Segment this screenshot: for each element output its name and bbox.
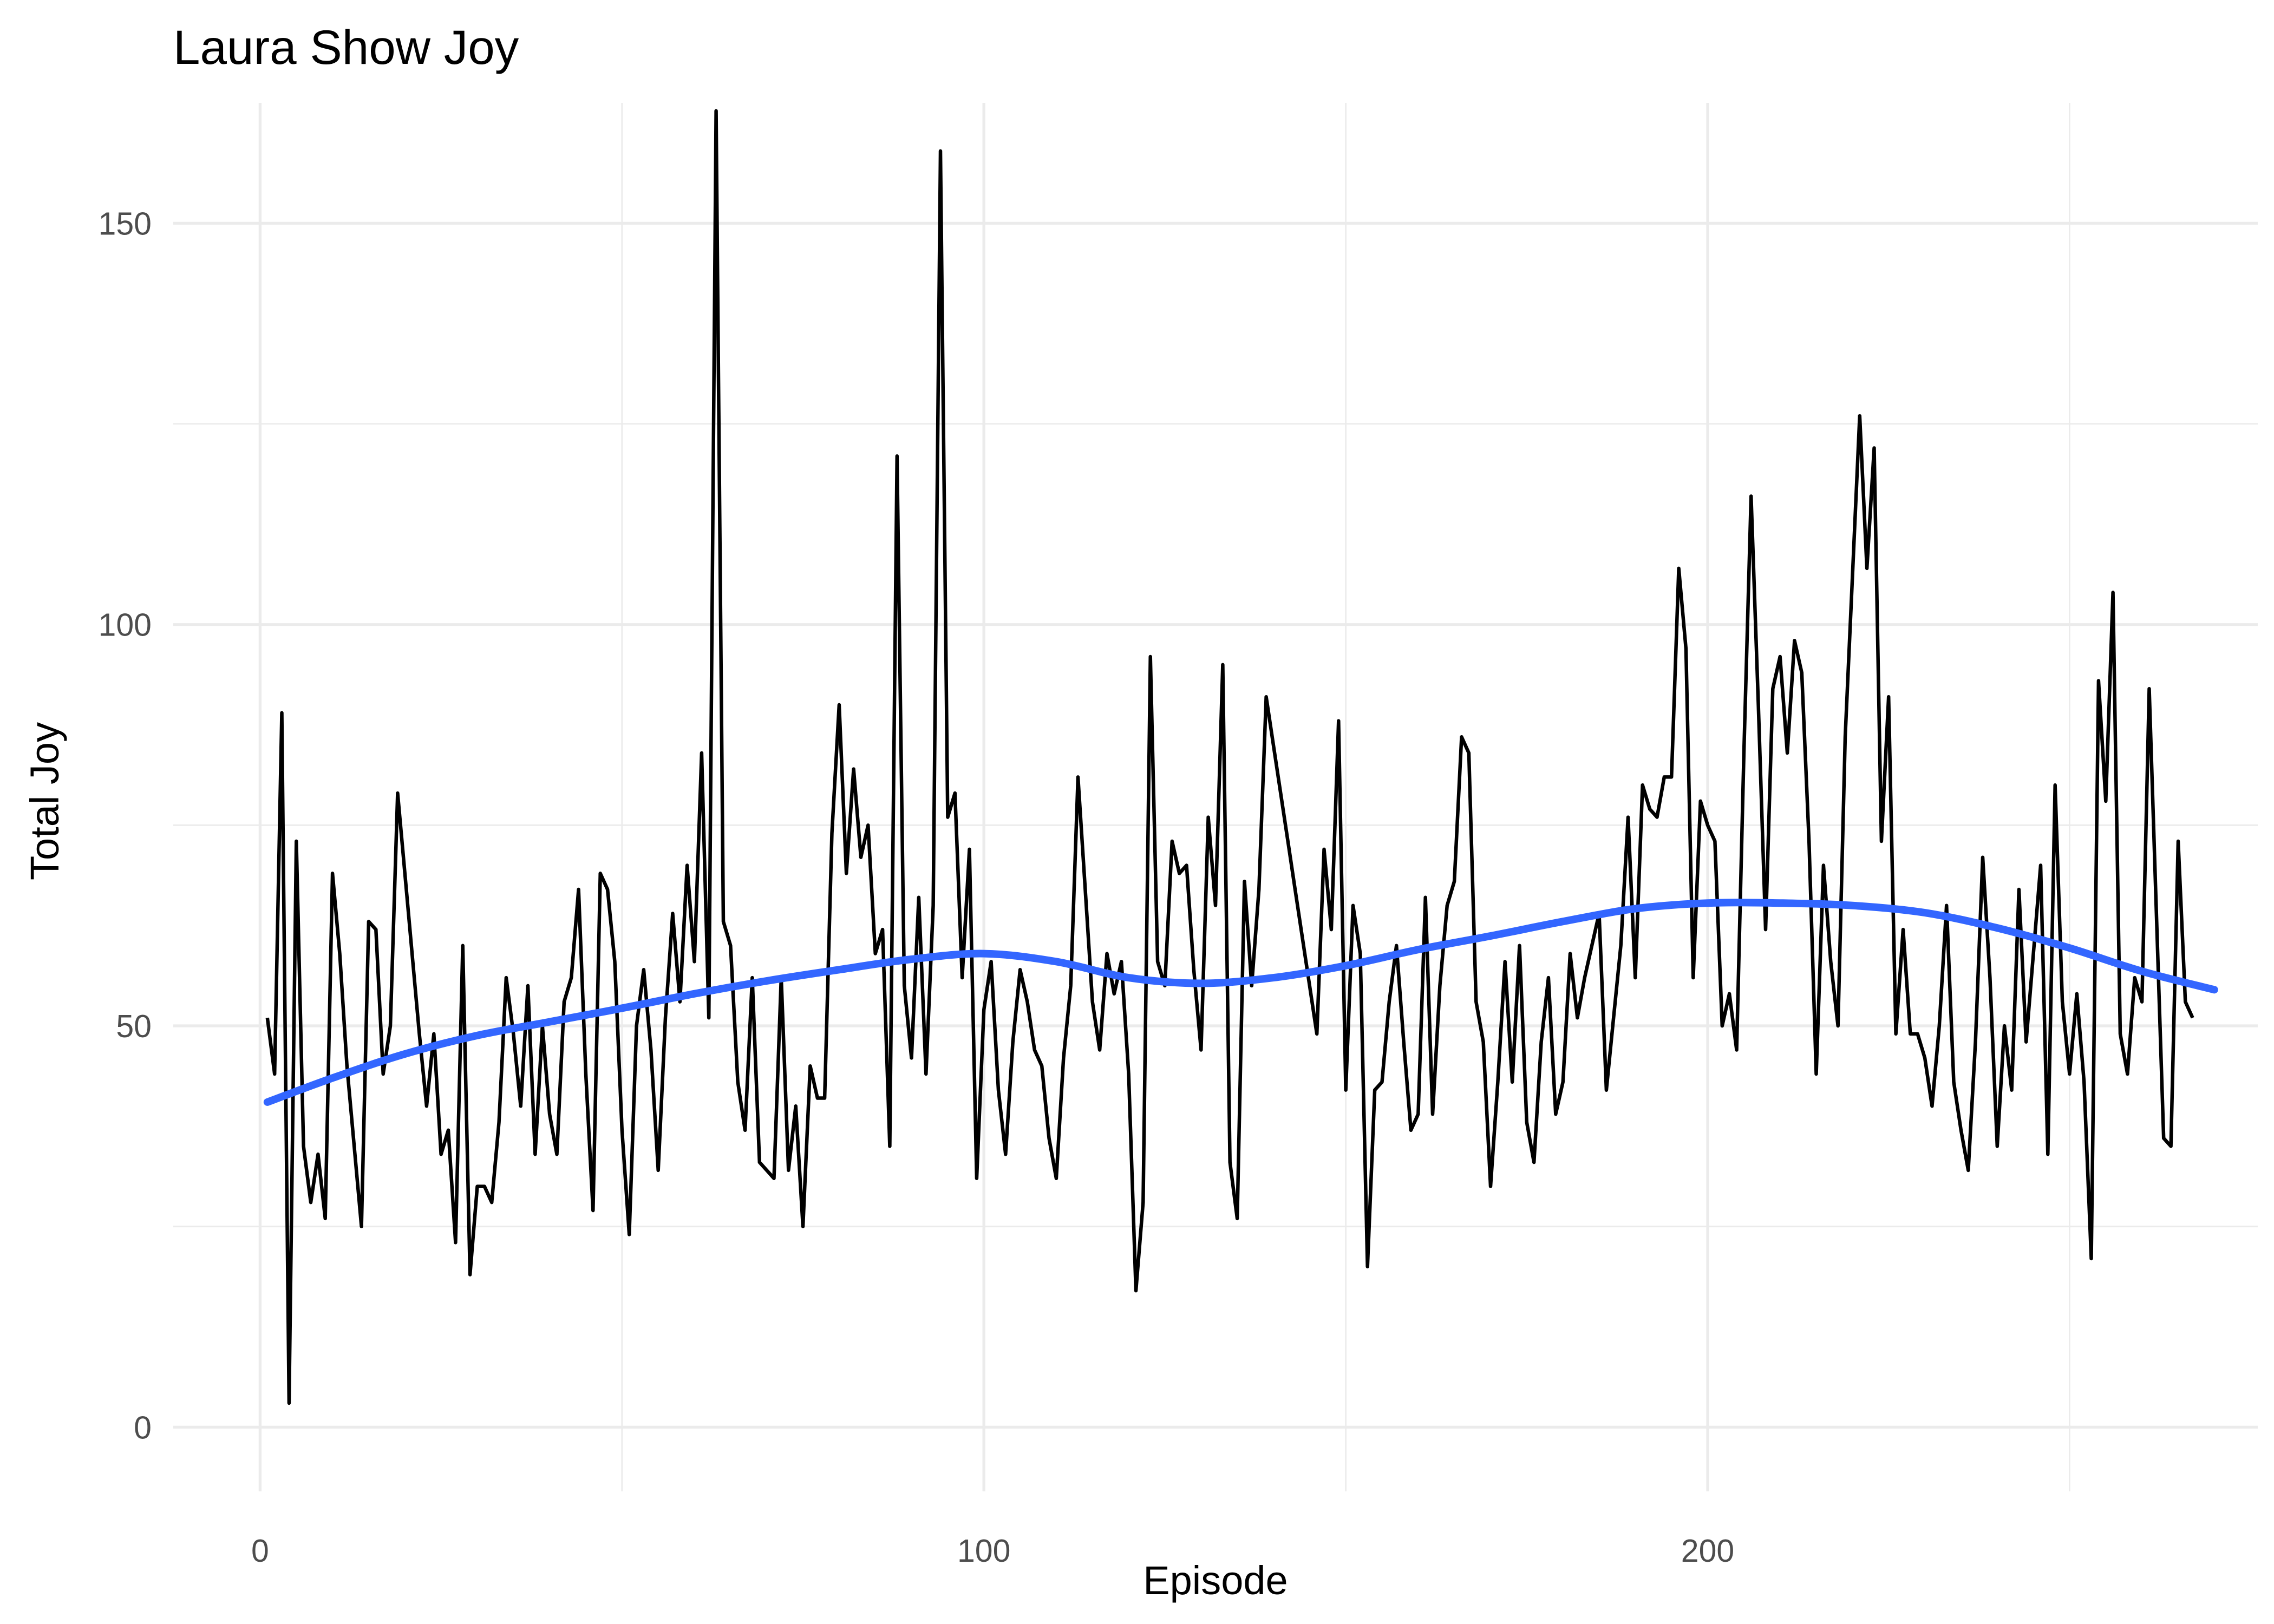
x-tick-label-0: 0	[251, 1533, 269, 1569]
y-tick-label-3: 150	[99, 206, 152, 241]
series-line-total-joy	[267, 111, 2193, 1403]
x-tick-label-2: 200	[1681, 1533, 1734, 1569]
y-tick-label-1: 50	[116, 1009, 152, 1044]
x-tick-label-1: 100	[957, 1533, 1010, 1569]
series	[267, 111, 2214, 1403]
y-tick-label-0: 0	[134, 1410, 152, 1445]
grid	[173, 103, 2258, 1491]
y-tick-labels: 0 50 100 150	[99, 206, 152, 1445]
x-axis-title: Episode	[1143, 1558, 1288, 1603]
chart-title: Laura Show Joy	[173, 20, 519, 74]
y-axis-title: Total Joy	[22, 722, 67, 880]
y-tick-label-2: 100	[99, 607, 152, 643]
x-tick-labels: 0 100 200	[251, 1533, 1734, 1569]
